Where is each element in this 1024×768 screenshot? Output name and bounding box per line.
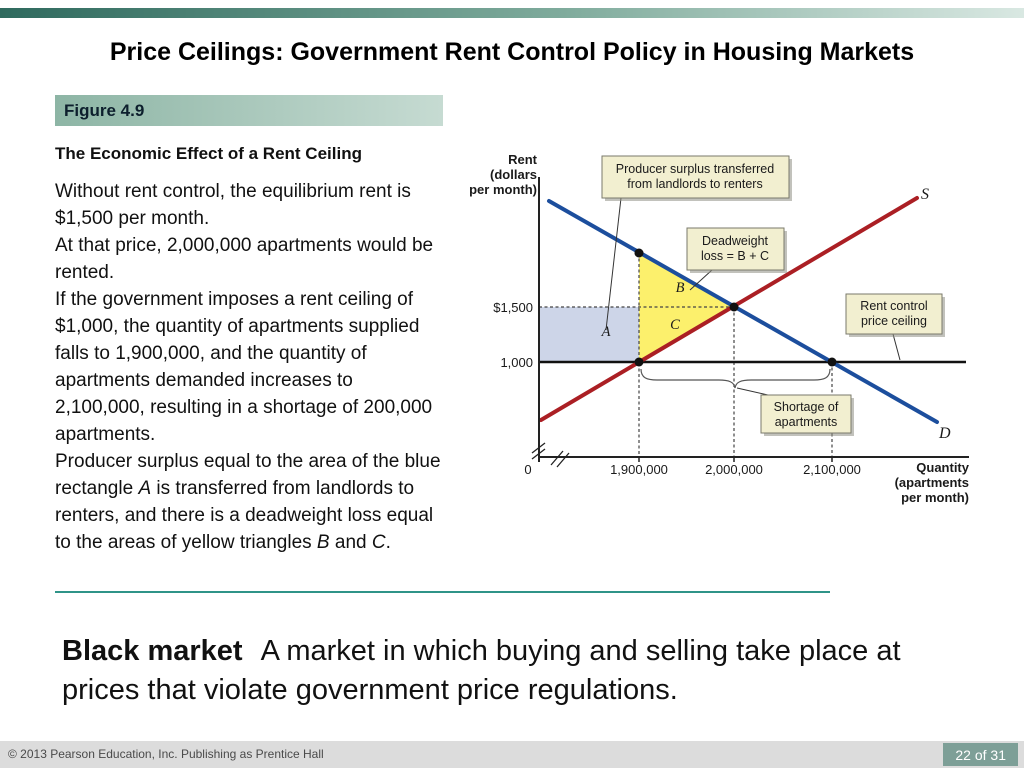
ceiling-callout-leader xyxy=(892,333,901,361)
y-tick-1000: 1,000 xyxy=(500,355,533,370)
dotted-guide-lines xyxy=(539,253,833,457)
p4-text-1: Producer surplus equal to the area of th… xyxy=(55,451,441,499)
callout-producer-surplus: Producer surplus transferred from landlo… xyxy=(601,155,792,201)
demand-at-1900000-dot xyxy=(634,248,644,258)
x-axis-title-line3: per month) xyxy=(901,490,969,505)
supply-curve-label: S xyxy=(921,186,929,203)
x-axis-title-line2: (apartments xyxy=(895,475,969,490)
y-axis-title-line2: (dollars xyxy=(490,167,537,182)
body-paragraph-3: If the government imposes a rent ceiling… xyxy=(55,289,433,445)
axis-break-marks xyxy=(531,442,570,468)
callout-shortage-line2: apartments xyxy=(775,415,838,429)
x-axis-ticks xyxy=(638,457,833,462)
shortage-brace xyxy=(640,368,831,389)
callout-deadweight-line1: Deadweight xyxy=(702,234,769,248)
definition-text: A market in which buying and selling tak… xyxy=(62,635,901,706)
deadweight-callout-leader xyxy=(689,269,713,291)
figure-label-text: Figure 4.9 xyxy=(64,100,145,120)
axes xyxy=(538,177,969,462)
callout-producer-line2: from landlords to renters xyxy=(627,177,762,191)
figure-label: Figure 4.9 xyxy=(55,95,443,126)
callout-producer-line1: Producer surplus transferred xyxy=(616,162,774,176)
p4-var-b: B xyxy=(316,532,330,553)
definition-term: Black market xyxy=(62,635,243,667)
y-axis-title-line3: per month) xyxy=(469,182,537,197)
p4-text-4: . xyxy=(385,532,391,553)
area-c-label: C xyxy=(670,317,680,333)
area-a-producer-surplus xyxy=(539,307,639,362)
callout-ceiling-line1: Rent control xyxy=(860,299,927,313)
callout-deadweight-line2: loss = B + C xyxy=(701,249,769,263)
x-tick-1900000: 1,900,000 xyxy=(610,462,668,477)
y-axis-title-line1: Rent xyxy=(508,152,538,167)
body-paragraph-1: Without rent control, the equilibrium re… xyxy=(55,181,411,229)
x-tick-2000000: 2,000,000 xyxy=(705,462,763,477)
producer-callout-leader xyxy=(605,197,622,331)
equilibrium-dot xyxy=(729,302,739,312)
rent-control-chart: Producer surplus transferred from landlo… xyxy=(469,152,970,505)
definition-block: Black market A market in which buying and… xyxy=(62,632,930,710)
callout-shortage: Shortage of apartments xyxy=(760,394,854,436)
area-bc-deadweight-loss xyxy=(639,253,734,362)
demand-at-ceiling-dot xyxy=(827,357,837,367)
p4-var-a: A xyxy=(138,478,152,499)
supply-at-ceiling-dot xyxy=(634,357,644,367)
p4-var-c: C xyxy=(371,532,386,553)
slide-body: Producer surplus transferred from landlo… xyxy=(55,140,1014,556)
footer: © 2013 Pearson Education, Inc. Publishin… xyxy=(0,741,1024,768)
supply-curve xyxy=(539,196,919,422)
demand-curve-label: D xyxy=(938,425,951,442)
callout-deadweight-loss: Deadweight loss = B + C xyxy=(686,227,787,273)
demand-curve xyxy=(547,199,939,424)
callout-ceiling-line2: price ceiling xyxy=(861,314,927,328)
top-accent-bar xyxy=(0,8,1024,18)
x-tick-0: 0 xyxy=(524,462,531,477)
x-axis-title-line1: Quantity xyxy=(916,460,969,475)
body-paragraph-4: Producer surplus equal to the area of th… xyxy=(55,448,1014,556)
p4-text-3: and xyxy=(329,532,372,553)
figure-subtitle: The Economic Effect of a Rent Ceiling xyxy=(55,144,362,163)
area-b-label: B xyxy=(676,280,685,296)
page-number-badge: 22 of 31 xyxy=(943,743,1018,766)
y-tick-1500: $1,500 xyxy=(493,300,533,315)
body-paragraph-2: At that price, 2,000,000 apartments woul… xyxy=(55,235,434,283)
p4-text-2: is transferred from landlords to renters… xyxy=(55,478,434,553)
copyright-text: © 2013 Pearson Education, Inc. Publishin… xyxy=(8,747,324,761)
slide-title: Price Ceilings: Government Rent Control … xyxy=(109,38,915,66)
area-a-label: A xyxy=(601,324,611,340)
figure-chart-container: Producer surplus transferred from landlo… xyxy=(442,140,1014,512)
x-tick-2100000: 2,100,000 xyxy=(803,462,861,477)
section-divider xyxy=(55,591,830,593)
key-points xyxy=(634,248,837,367)
callout-shortage-line1: Shortage of xyxy=(774,400,839,414)
callout-rent-control-ceiling: Rent control price ceiling xyxy=(845,293,945,337)
